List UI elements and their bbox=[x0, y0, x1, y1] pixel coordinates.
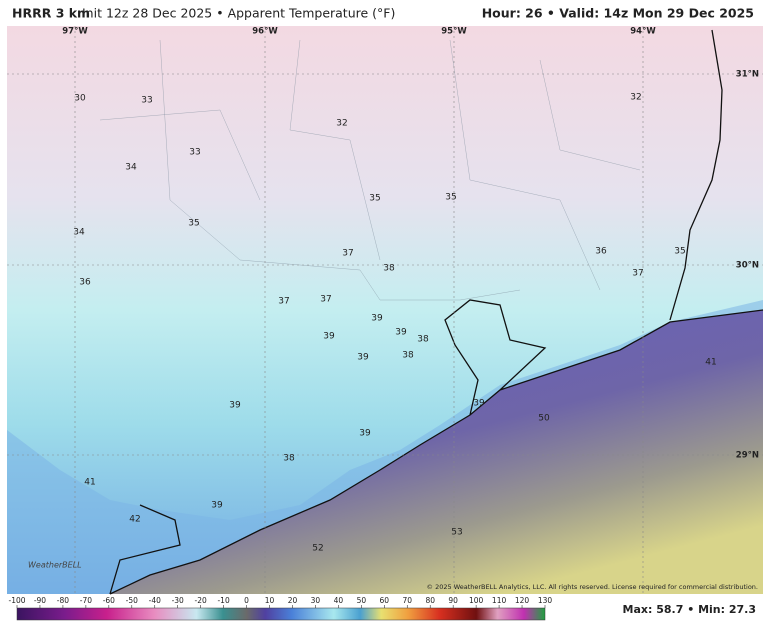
longitude-label: 94°W bbox=[630, 27, 656, 37]
longitude-label: 97°W bbox=[62, 27, 88, 37]
latitude-label: 31°N bbox=[736, 70, 759, 80]
temperature-label: 35 bbox=[674, 247, 685, 257]
stats: Max: 58.7 • Min: 27.3 bbox=[623, 603, 756, 616]
temperature-label: 38 bbox=[383, 264, 395, 274]
latitude-label: 29°N bbox=[736, 451, 759, 461]
temperature-label: 36 bbox=[79, 278, 91, 288]
colorbar-label: -90 bbox=[34, 596, 46, 605]
temperature-label: 39 bbox=[371, 314, 383, 324]
temperature-label: 39 bbox=[323, 332, 335, 342]
temperature-label: 34 bbox=[73, 228, 85, 238]
colorbar-label: 60 bbox=[380, 596, 390, 605]
temperature-label: 39 bbox=[211, 501, 223, 511]
colorbar-label: -10 bbox=[217, 596, 229, 605]
temperature-label: 35 bbox=[369, 194, 380, 204]
longitude-label: 96°W bbox=[252, 27, 278, 37]
colorbar bbox=[16, 607, 546, 621]
temperature-label: 35 bbox=[188, 219, 199, 229]
colorbar-label: 110 bbox=[492, 596, 507, 605]
colorbar-label: 20 bbox=[288, 596, 298, 605]
temperature-label: 39 bbox=[473, 399, 485, 409]
county-lines bbox=[99, 39, 641, 301]
colorbar-label: 0 bbox=[244, 596, 249, 605]
temperature-label: 32 bbox=[630, 93, 641, 103]
longitude-label: 95°W bbox=[441, 27, 467, 37]
coastline bbox=[109, 29, 764, 595]
temperature-label: 41 bbox=[84, 478, 95, 488]
temperature-label: 32 bbox=[336, 119, 347, 129]
colorbar-label: 50 bbox=[357, 596, 367, 605]
colorbar-label: 90 bbox=[448, 596, 458, 605]
temperature-label: 35 bbox=[445, 193, 456, 203]
colorbar-label: 100 bbox=[469, 596, 484, 605]
valid-time: Hour: 26 • Valid: 14z Mon 29 Dec 2025 bbox=[482, 6, 754, 21]
temperature-label: 37 bbox=[320, 295, 331, 305]
temperature-label: 39 bbox=[359, 429, 371, 439]
temperature-label: 33 bbox=[189, 148, 200, 158]
model-title: HRRR 3 km bbox=[12, 6, 90, 21]
colorbar-label: 130 bbox=[538, 596, 553, 605]
temperature-label: 37 bbox=[342, 249, 353, 259]
colorbar-label: 70 bbox=[402, 596, 412, 605]
temperature-label: 34 bbox=[125, 163, 137, 173]
colorbar-label: 30 bbox=[311, 596, 321, 605]
temperature-label: 30 bbox=[74, 94, 86, 104]
graticule bbox=[7, 26, 763, 594]
colorbar-label: 10 bbox=[265, 596, 275, 605]
colorbar-label: -40 bbox=[149, 596, 161, 605]
model-subtitle: Init 12z 28 Dec 2025 • Apparent Temperat… bbox=[82, 6, 395, 21]
colorbar-label: -70 bbox=[80, 596, 92, 605]
colorbar-label: -100 bbox=[8, 596, 25, 605]
temperature-label: 38 bbox=[283, 454, 295, 464]
temperature-label: 42 bbox=[129, 515, 140, 525]
temperature-label: 33 bbox=[141, 96, 152, 106]
colorbar-label: -50 bbox=[126, 596, 138, 605]
latitude-label: 30°N bbox=[736, 261, 759, 271]
colorbar-label: -80 bbox=[57, 596, 69, 605]
temperature-label: 50 bbox=[538, 414, 550, 424]
temperature-label: 39 bbox=[229, 401, 241, 411]
colorbar-label: -20 bbox=[195, 596, 207, 605]
temperature-label: 52 bbox=[312, 544, 323, 554]
temperature-label: 37 bbox=[632, 269, 643, 279]
temperature-label: 39 bbox=[395, 328, 407, 338]
temperature-label: 53 bbox=[451, 528, 462, 538]
temperature-label: 38 bbox=[417, 335, 429, 345]
colorbar-label: 40 bbox=[334, 596, 344, 605]
colorbar-label: 80 bbox=[425, 596, 435, 605]
copyright: © 2025 WeatherBELL Analytics, LLC. All r… bbox=[427, 583, 758, 591]
gulf bbox=[110, 310, 763, 594]
temperature-label: 37 bbox=[278, 297, 289, 307]
temperature-label: 41 bbox=[705, 358, 716, 368]
temperature-label: 39 bbox=[357, 353, 369, 363]
logo: WeatherBELL bbox=[28, 561, 82, 570]
colorbar-label: 120 bbox=[515, 596, 530, 605]
temperature-label: 36 bbox=[595, 247, 607, 257]
colorbar-label: -60 bbox=[103, 596, 115, 605]
colorbar-label: -30 bbox=[172, 596, 184, 605]
temperature-label: 38 bbox=[402, 351, 414, 361]
